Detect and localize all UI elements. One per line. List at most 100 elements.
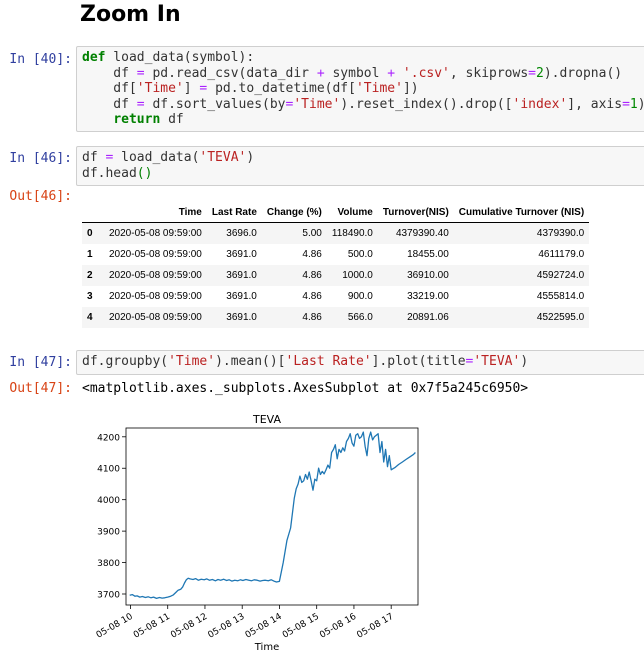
cell-change: 4.86 [302,249,322,260]
row-index: 1 [87,249,93,260]
column-header-last-rate: Last Rate [206,202,262,223]
cell-40-input-prompt: In [40]: [9,52,72,67]
y-tick-label: 3900 [97,528,120,538]
x-tick-label: 05-08 16 [318,612,358,641]
cell-46-input-prompt: In [46]: [9,151,72,166]
row-index: 3 [87,291,93,302]
code-token: load_data(symbol): [105,50,255,65]
code-token: ) [246,150,255,165]
cell-time: 2020-05-08 09:59:00 [109,249,202,260]
code-token: 2 [536,65,544,81]
y-tick-label: 3700 [97,590,120,600]
plot-area [129,431,416,600]
cell-cumulative-turnover: 4555814.0 [536,291,585,302]
code-token: ).mean()[ [215,354,286,369]
code-token: , skiprows [449,65,529,81]
cell-46-code-editor[interactable]: df = load_data('TEVA') df.head() [76,146,644,186]
code-token: ).dropna() [543,65,623,81]
code-token: = [622,96,630,112]
cell-last-rate: 3696.0 [226,228,257,239]
code-token: 'index' [512,96,568,112]
cell-46-output-prompt: Out[46]: [9,189,72,204]
cell-volume: 900.0 [347,291,373,302]
cell-time: 2020-05-08 09:59:00 [109,291,202,302]
code-token: '.csv' [402,65,450,81]
code-token: df.sort_values(by [144,96,286,112]
cell-turnover: 36910.00 [407,270,449,281]
cell-time: 2020-05-08 09:59:00 [109,270,202,281]
x-tick-label: 05-08 17 [355,612,395,641]
code-token: + [316,65,325,81]
code-token: df [82,65,137,81]
code-token: ) [520,354,529,369]
cell-time: 2020-05-08 09:59:00 [109,312,202,323]
cell-cumulative-turnover: 4611179.0 [538,249,585,260]
cell-time: 2020-05-08 09:59:00 [109,228,202,239]
code-token [395,66,403,81]
code-token: 'Time' [355,81,403,97]
cell-40-code[interactable]: def load_data(symbol): df = pd.read_csv(… [77,47,644,131]
cell-47-output-text: <matplotlib.axes._subplots.AxesSubplot a… [82,381,529,396]
x-tick-label: 05-08 12 [169,612,209,641]
x-axis-label: Time [254,642,279,653]
cell-47-output-prompt: Out[47]: [9,381,72,396]
cell-last-rate: 3691.0 [226,249,257,260]
row-index: 0 [87,228,93,239]
x-tick-label: 05-08 15 [281,612,321,641]
cell-46-code[interactable]: df = load_data('TEVA') df.head() [77,147,644,184]
series-line [129,431,416,600]
cell-volume: 566.0 [347,312,373,323]
code-token: = [465,354,474,369]
cell-change: 5.00 [302,228,322,239]
code-token: = [105,150,114,165]
code-token: 'Time' [136,81,184,97]
table-row: 4 2020-05-08 09:59:00 3691.0 4.86 566.0 … [82,307,590,328]
section-heading: Zoom In [80,2,181,27]
code-token: df.groupby( [82,354,169,369]
code-token: 1 [629,96,638,112]
cell-turnover: 20891.06 [407,312,449,323]
cell-volume: 500.0 [347,249,373,260]
y-tick-label: 4200 [97,433,120,443]
table-row: 2 2020-05-08 09:59:00 3691.0 4.86 1000.0… [82,265,590,286]
chart-title: TEVA [252,413,281,426]
code-token [82,112,113,127]
cell-change: 4.86 [302,312,322,323]
cell-47-code-editor[interactable]: df.groupby('Time').mean()['Last Rate'].p… [76,350,644,375]
code-token: df [82,150,106,165]
cell-cumulative-turnover: 4379390.0 [536,228,585,239]
code-token: df.head [82,165,137,181]
cell-turnover: 18455.00 [407,249,449,260]
cell-47-input-prompt: In [47]: [9,355,72,370]
cell-turnover: 4379390.40 [395,228,449,239]
code-token: ].plot(title [371,354,466,369]
axes-frame [125,427,419,606]
code-token: ]) [402,81,419,97]
code-token: = [528,65,536,81]
code-token: 'Time' [293,96,341,112]
code-token: df[ [82,81,137,97]
code-token: df [160,112,184,128]
row-index: 4 [87,312,93,323]
table-row: 3 2020-05-08 09:59:00 3691.0 4.86 900.0 … [82,286,589,307]
cell-last-rate: 3691.0 [226,291,257,302]
cell-last-rate: 3691.0 [226,270,257,281]
cell-last-rate: 3691.0 [226,312,257,323]
y-tick-label: 4100 [97,465,120,475]
x-tick-label: 05-08 14 [244,612,284,641]
code-token: = [136,65,145,81]
column-header-change: Change (%) [261,202,327,223]
cell-40-code-editor[interactable]: def load_data(symbol): df = pd.read_csv(… [76,46,644,132]
column-header-time: Time [104,202,207,223]
code-token: ], axis [567,96,623,112]
y-axis: 3700 3800 3900 4000 4100 4200 [97,433,126,600]
code-token: pd.to_datetime(df[ [207,81,356,97]
y-tick-label: 4000 [97,496,120,506]
code-token: pd.read_csv(data_dir [144,65,317,81]
cell-47-code[interactable]: df.groupby('Time').mean()['Last Rate'].p… [77,351,644,373]
code-token: 'Time' [168,354,216,369]
code-token: 'Last Rate' [285,354,372,369]
table-row: 1 2020-05-08 09:59:00 3691.0 4.86 500.0 … [82,244,589,265]
